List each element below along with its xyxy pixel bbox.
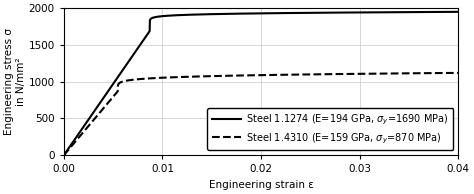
Legend: Steel 1.1274 (E=194 GPa, $\sigma_y$=1690 MPa), Steel 1.4310 (E=159 GPa, $\sigma_: Steel 1.1274 (E=194 GPa, $\sigma_y$=1690… — [208, 108, 454, 150]
Steel 1.4310 (E=159 GPa, σy=870 MPa) — [242, 74, 248, 77]
Steel 1.4310 (E=159 GPa, σy=870 MPa) — [253, 74, 258, 76]
Steel 1.1274 (E=194 GPa, σy=1690 MPa) — [444, 11, 449, 13]
Steel 1.1274 (E=194 GPa, σy=1690 MPa) — [81, 125, 87, 127]
Steel 1.1274 (E=194 GPa, σy=1690 MPa) — [456, 11, 461, 13]
Steel 1.1274 (E=194 GPa, σy=1690 MPa) — [61, 154, 67, 156]
Steel 1.1274 (E=194 GPa, σy=1690 MPa) — [242, 12, 248, 15]
X-axis label: Engineering strain ε: Engineering strain ε — [209, 180, 313, 190]
Steel 1.4310 (E=159 GPa, σy=870 MPa) — [444, 72, 450, 74]
Line: Steel 1.1274 (E=194 GPa, σy=1690 MPa): Steel 1.1274 (E=194 GPa, σy=1690 MPa) — [64, 12, 458, 155]
Steel 1.1274 (E=194 GPa, σy=1690 MPa) — [372, 11, 377, 14]
Steel 1.1274 (E=194 GPa, σy=1690 MPa) — [253, 12, 258, 15]
Steel 1.4310 (E=159 GPa, σy=870 MPa) — [372, 73, 377, 75]
Y-axis label: Engineering stress σ
in N/mm²: Engineering stress σ in N/mm² — [4, 28, 26, 135]
Line: Steel 1.4310 (E=159 GPa, σy=870 MPa): Steel 1.4310 (E=159 GPa, σy=870 MPa) — [64, 73, 458, 155]
Steel 1.4310 (E=159 GPa, σy=870 MPa) — [81, 130, 87, 133]
Steel 1.4310 (E=159 GPa, σy=870 MPa) — [456, 72, 461, 74]
Steel 1.4310 (E=159 GPa, σy=870 MPa) — [61, 154, 67, 156]
Steel 1.1274 (E=194 GPa, σy=1690 MPa) — [444, 11, 450, 13]
Steel 1.4310 (E=159 GPa, σy=870 MPa) — [444, 72, 449, 74]
